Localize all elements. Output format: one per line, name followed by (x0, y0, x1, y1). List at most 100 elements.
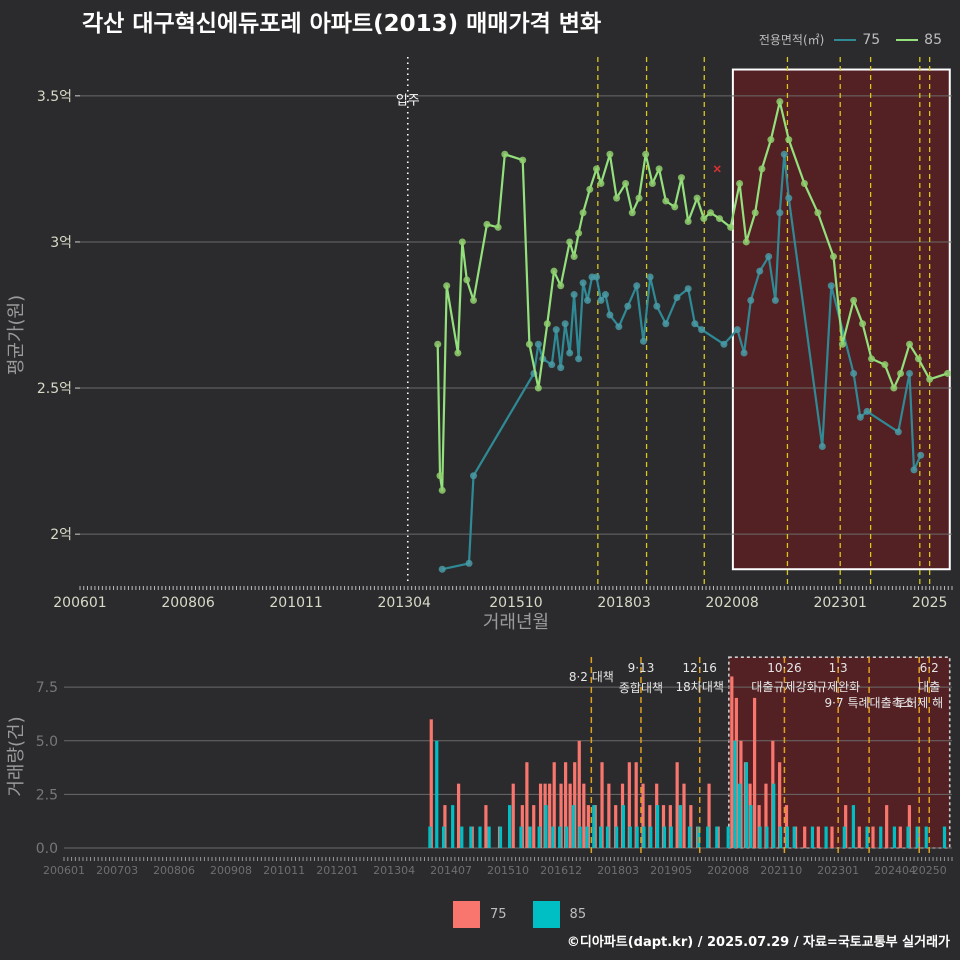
data-point-85 (579, 209, 587, 217)
data-point-85 (586, 185, 594, 193)
data-point-75 (552, 326, 560, 334)
data-point-85 (534, 384, 542, 392)
bar-75 (898, 826, 902, 848)
bar-85 (906, 826, 910, 848)
y-axis-title-top: 평균가(원) (6, 295, 27, 375)
data-point-85 (566, 238, 574, 246)
y-tick-label-top: 2.5억 (37, 381, 72, 397)
bar-85 (592, 805, 596, 848)
bar-75 (885, 805, 889, 848)
y-tick-label-bottom: 2.5 (36, 787, 58, 803)
bar-85 (715, 826, 719, 848)
bar-85 (599, 826, 603, 848)
data-point-75 (597, 296, 605, 304)
bar-85 (469, 826, 473, 848)
data-point-85 (434, 340, 442, 348)
x-marker (713, 165, 721, 173)
policy-label-name: 규제완화 (816, 680, 860, 694)
bar-85 (656, 805, 660, 848)
legend-top-title: 전용면적(㎡) (758, 33, 825, 47)
bar-85 (749, 805, 753, 848)
x-tick-label-top: 201304 (377, 595, 431, 611)
bar-85 (662, 826, 667, 848)
bar-85 (758, 826, 762, 848)
data-point-85 (436, 472, 444, 480)
bar-75 (830, 826, 834, 848)
y-axis-title-bottom: 거래량(건) (6, 716, 27, 796)
data-point-85 (648, 180, 656, 187)
data-point-85 (850, 296, 858, 304)
x-tick-label-bottom: 202008 (707, 864, 749, 877)
bar-85 (726, 826, 730, 848)
bar-75 (707, 783, 711, 848)
x-tick-label-bottom: 200806 (153, 864, 195, 877)
x-tick-label-bottom: 200601 (43, 864, 85, 877)
y-tick-label-top: 2억 (50, 527, 72, 543)
bar-75 (532, 805, 536, 848)
bar-75 (552, 762, 556, 848)
data-point-85 (684, 217, 692, 225)
bar-85 (765, 826, 769, 848)
legend-top-line-85 (896, 38, 919, 41)
data-point-75 (698, 326, 706, 334)
x-tick-label-bottom: 201612 (540, 864, 582, 877)
data-point-85 (575, 229, 583, 237)
policy-label-date: 10·26 (767, 661, 801, 675)
legend-top: 전용면적(㎡) 75 85 (759, 31, 952, 48)
data-point-75 (438, 565, 446, 573)
data-point-85 (944, 369, 952, 377)
data-point-75 (465, 559, 473, 567)
data-point-75 (917, 451, 925, 459)
data-point-85 (671, 203, 679, 211)
bar-85 (744, 762, 748, 848)
data-point-75 (856, 413, 864, 421)
data-point-85 (458, 238, 466, 246)
data-point-75 (673, 293, 681, 301)
bar-85 (669, 826, 673, 848)
bar-85 (792, 826, 796, 848)
data-point-85 (550, 267, 558, 275)
data-point-85 (655, 165, 663, 173)
bar-75 (511, 783, 515, 848)
bar-85 (635, 826, 639, 848)
data-point-75 (534, 340, 542, 348)
bar-75 (568, 783, 572, 848)
bar-75 (730, 676, 734, 848)
data-point-75 (633, 282, 641, 290)
bar-85 (571, 805, 575, 848)
data-point-85 (700, 215, 708, 223)
x-tick-label-bottom: 201011 (263, 864, 305, 877)
bar-85 (824, 826, 828, 848)
policy-label-name: 대출 (918, 680, 940, 694)
policy-label-name: 18차대책 (676, 679, 724, 694)
data-point-75 (756, 267, 764, 275)
policy-label-name: 대출규제강화 (751, 680, 817, 694)
data-point-85 (501, 150, 509, 158)
data-point-85 (906, 340, 914, 348)
data-point-85 (776, 98, 784, 106)
bar-85 (428, 826, 432, 848)
data-point-85 (519, 156, 527, 164)
data-point-75 (827, 282, 835, 290)
data-point-85 (557, 282, 565, 290)
bar-75 (634, 762, 638, 848)
data-point-75 (575, 355, 583, 363)
data-point-75 (747, 296, 755, 304)
data-point-85 (438, 486, 446, 494)
bar-85 (528, 826, 532, 848)
data-point-85 (443, 282, 451, 290)
bar-85 (615, 826, 619, 848)
bar-85 (810, 826, 815, 848)
bar-85 (585, 826, 589, 848)
bar-85 (942, 826, 947, 848)
data-point-75 (561, 320, 569, 328)
data-point-85 (814, 209, 822, 217)
y-tick-label-top: 3.5억 (37, 89, 72, 105)
data-point-85 (727, 223, 735, 231)
data-point-75 (601, 291, 609, 299)
bar-85 (628, 826, 632, 848)
data-point-75 (606, 311, 614, 319)
legend-bottom-swatch-85 (532, 901, 560, 928)
data-point-75 (646, 273, 654, 281)
bar-75 (456, 783, 461, 848)
